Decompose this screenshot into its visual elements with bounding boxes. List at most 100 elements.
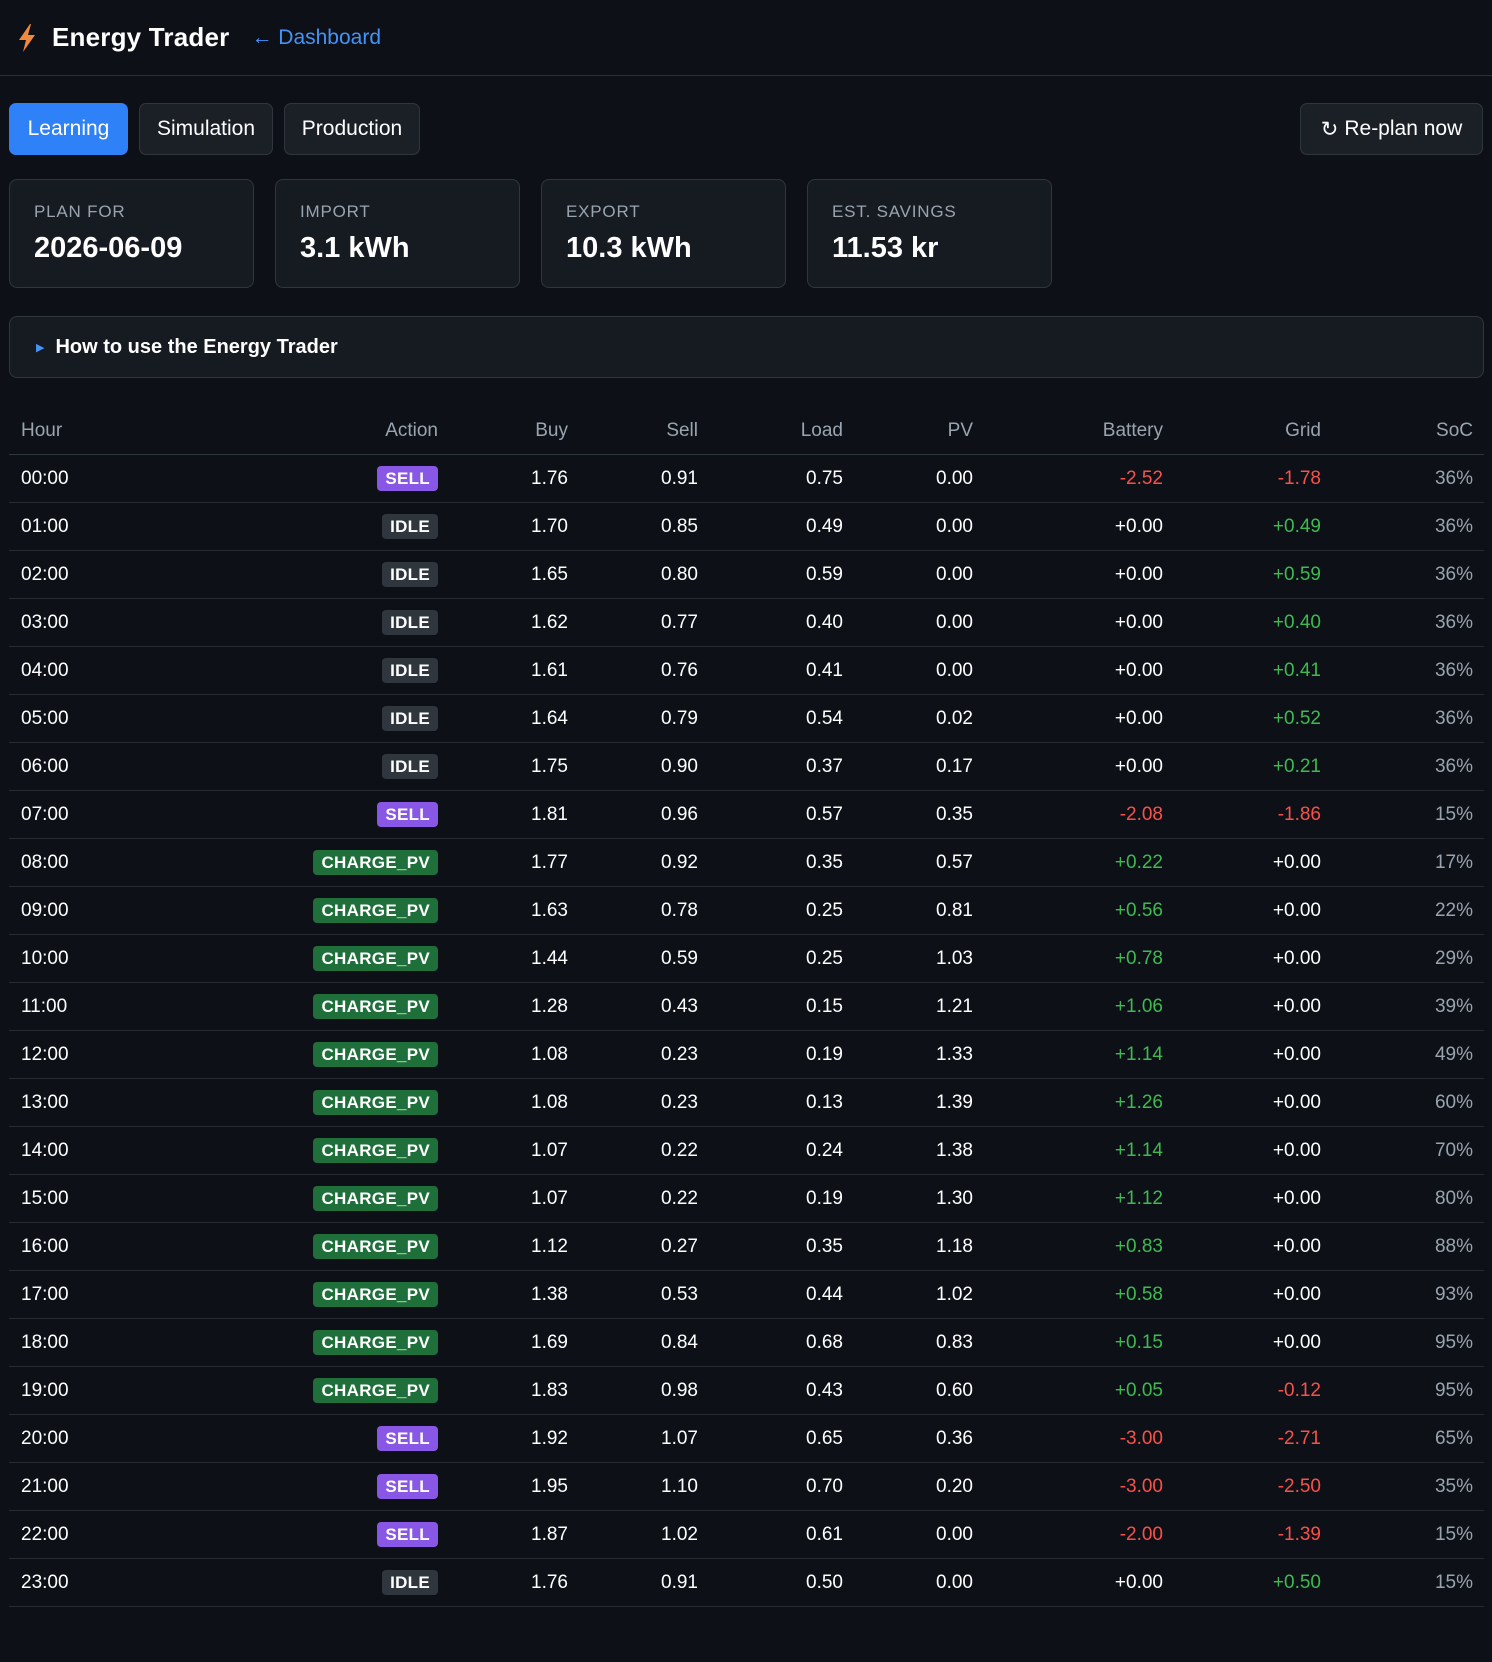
cell-battery: +1.06: [984, 982, 1174, 1031]
cell-hour: 00:00: [9, 454, 159, 503]
col-header-battery: Battery: [984, 408, 1174, 455]
cell-soc: 29%: [1332, 934, 1484, 983]
cell-sell: 0.22: [579, 1174, 709, 1223]
cell-pv: 0.00: [854, 646, 984, 695]
cell-load: 0.54: [709, 694, 854, 743]
howto-label: How to use the Energy Trader: [55, 335, 338, 358]
col-header-sell: Sell: [579, 408, 709, 455]
tab-simulation[interactable]: Simulation: [139, 103, 273, 155]
cell-pv: 0.00: [854, 1558, 984, 1607]
cell-pv: 0.35: [854, 790, 984, 839]
cell-load: 0.59: [709, 550, 854, 599]
cell-action: CHARGE_PV: [159, 886, 449, 935]
cell-sell: 0.84: [579, 1318, 709, 1367]
cell-hour: 14:00: [9, 1126, 159, 1175]
cell-action: CHARGE_PV: [159, 1270, 449, 1319]
cell-sell: 0.53: [579, 1270, 709, 1319]
cell-pv: 0.00: [854, 550, 984, 599]
action-badge: IDLE: [382, 706, 438, 731]
cell-grid: +0.21: [1174, 742, 1332, 791]
cell-action: IDLE: [159, 598, 449, 647]
cell-action: SELL: [159, 790, 449, 839]
cell-battery: +1.26: [984, 1078, 1174, 1127]
cell-soc: 36%: [1332, 454, 1484, 503]
action-badge: IDLE: [382, 514, 438, 539]
cell-grid: +0.00: [1174, 1078, 1332, 1127]
cell-sell: 0.23: [579, 1078, 709, 1127]
cell-action: IDLE: [159, 646, 449, 695]
action-badge: CHARGE_PV: [313, 1234, 438, 1259]
cell-battery: -2.08: [984, 790, 1174, 839]
stat-card-export: EXPORT 10.3 kWh: [541, 179, 786, 288]
cell-hour: 05:00: [9, 694, 159, 743]
cell-hour: 08:00: [9, 838, 159, 887]
cell-battery: +0.83: [984, 1222, 1174, 1271]
cell-sell: 0.78: [579, 886, 709, 935]
cell-hour: 10:00: [9, 934, 159, 983]
cell-hour: 16:00: [9, 1222, 159, 1271]
cell-action: CHARGE_PV: [159, 1366, 449, 1415]
action-badge: CHARGE_PV: [313, 850, 438, 875]
cell-buy: 1.44: [449, 934, 579, 983]
cell-hour: 12:00: [9, 1030, 159, 1079]
cell-grid: -1.78: [1174, 454, 1332, 503]
cell-buy: 1.64: [449, 694, 579, 743]
app-title: Energy Trader: [52, 22, 230, 52]
cell-pv: 1.39: [854, 1078, 984, 1127]
action-badge: CHARGE_PV: [313, 898, 438, 923]
cell-battery: +0.78: [984, 934, 1174, 983]
howto-disclosure[interactable]: ▶ How to use the Energy Trader: [9, 316, 1484, 378]
cell-load: 0.65: [709, 1414, 854, 1463]
cell-pv: 0.60: [854, 1366, 984, 1415]
table-row: 21:00 SELL 1.95 1.10 0.70 0.20 -3.00 -2.50 35%: [9, 1462, 1484, 1511]
cell-soc: 80%: [1332, 1174, 1484, 1223]
cell-buy: 1.75: [449, 742, 579, 791]
cell-load: 0.15: [709, 982, 854, 1031]
cell-soc: 36%: [1332, 502, 1484, 551]
cell-buy: 1.76: [449, 1558, 579, 1607]
cell-soc: 36%: [1332, 646, 1484, 695]
cell-load: 0.35: [709, 838, 854, 887]
cell-grid: +0.59: [1174, 550, 1332, 599]
table-row: 12:00 CHARGE_PV 1.08 0.23 0.19 1.33 +1.14 +0.00…: [9, 1030, 1484, 1079]
cell-grid: +0.52: [1174, 694, 1332, 743]
cell-load: 0.40: [709, 598, 854, 647]
cell-soc: 36%: [1332, 694, 1484, 743]
stat-label: PLAN FOR: [34, 202, 126, 221]
cell-load: 0.43: [709, 1366, 854, 1415]
cell-hour: 19:00: [9, 1366, 159, 1415]
table-row: 07:00 SELL 1.81 0.96 0.57 0.35 -2.08 -1.86 15%: [9, 790, 1484, 839]
cell-action: CHARGE_PV: [159, 1318, 449, 1367]
table-row: 14:00 CHARGE_PV 1.07 0.22 0.24 1.38 +1.14 +0.00…: [9, 1126, 1484, 1175]
action-badge: CHARGE_PV: [313, 1090, 438, 1115]
cell-load: 0.50: [709, 1558, 854, 1607]
replan-button[interactable]: ↻ Re-plan now: [1300, 103, 1483, 155]
cell-grid: -2.71: [1174, 1414, 1332, 1463]
cell-sell: 0.27: [579, 1222, 709, 1271]
cell-grid: -0.12: [1174, 1366, 1332, 1415]
table-row: 05:00 IDLE 1.64 0.79 0.54 0.02 +0.00 +0.52 36%: [9, 694, 1484, 743]
cell-soc: 15%: [1332, 790, 1484, 839]
cell-action: CHARGE_PV: [159, 1174, 449, 1223]
cell-hour: 09:00: [9, 886, 159, 935]
cell-soc: 60%: [1332, 1078, 1484, 1127]
cell-hour: 20:00: [9, 1414, 159, 1463]
stat-value: 10.3 kWh: [566, 232, 692, 264]
cell-hour: 13:00: [9, 1078, 159, 1127]
cell-load: 0.25: [709, 934, 854, 983]
cell-hour: 02:00: [9, 550, 159, 599]
plan-table: Hour Action Buy Sell Load PV Battery Gri…: [9, 408, 1484, 1607]
tab-production[interactable]: Production: [284, 103, 420, 155]
table-row: 15:00 CHARGE_PV 1.07 0.22 0.19 1.30 +1.12 +0.00…: [9, 1174, 1484, 1223]
stat-label: IMPORT: [300, 202, 371, 221]
cell-grid: +0.00: [1174, 982, 1332, 1031]
table-row: 10:00 CHARGE_PV 1.44 0.59 0.25 1.03 +0.78 +0.00…: [9, 934, 1484, 983]
cell-load: 0.49: [709, 502, 854, 551]
stat-label: EXPORT: [566, 202, 641, 221]
cell-buy: 1.92: [449, 1414, 579, 1463]
tab-learning[interactable]: Learning: [9, 103, 128, 155]
dashboard-link[interactable]: ← Dashboard: [251, 25, 382, 49]
cell-battery: -3.00: [984, 1414, 1174, 1463]
action-badge: CHARGE_PV: [313, 946, 438, 971]
cell-soc: 36%: [1332, 598, 1484, 647]
